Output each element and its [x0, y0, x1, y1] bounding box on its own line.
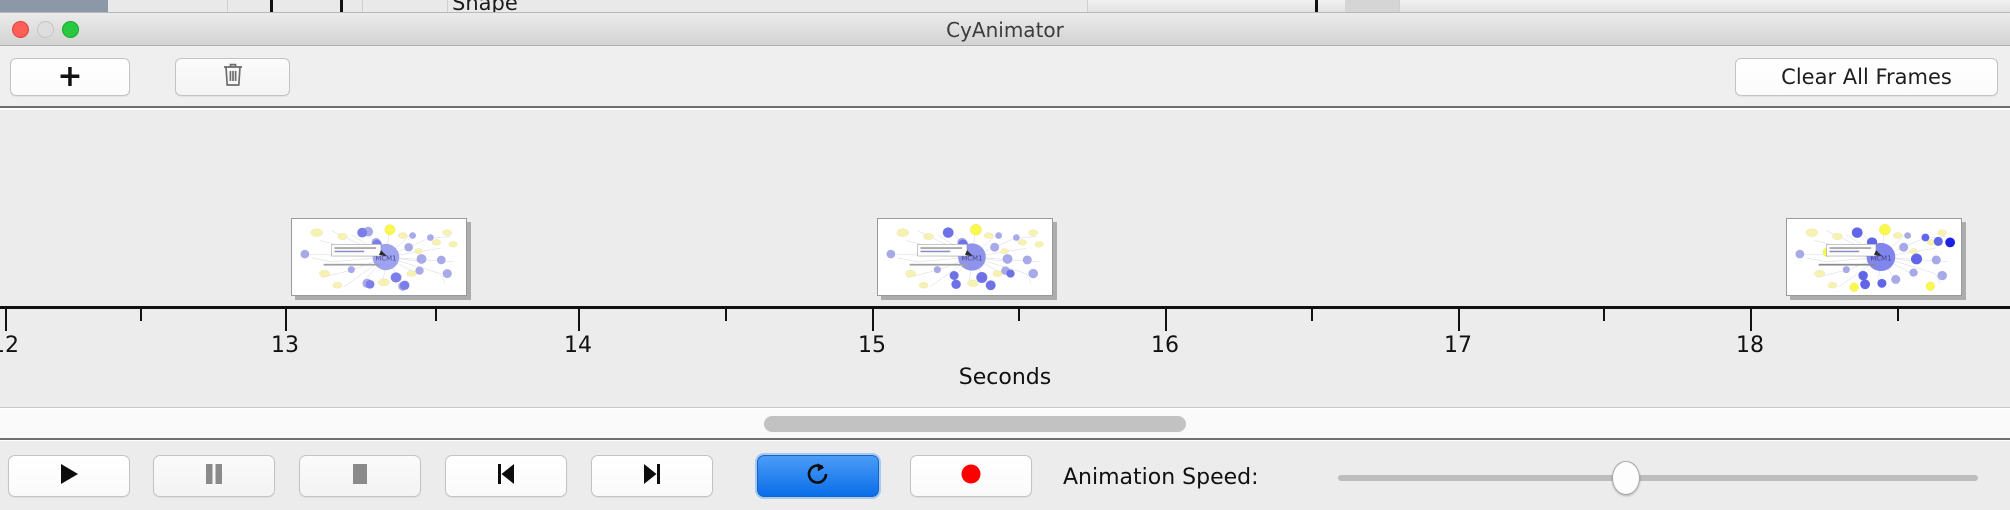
axis-tick	[140, 309, 142, 321]
skip-to-start-icon	[494, 462, 518, 490]
clear-all-frames-label: Clear All Frames	[1781, 65, 1952, 89]
minimize-traffic-light-icon[interactable]	[37, 21, 54, 38]
svg-text:MCM1: MCM1	[961, 254, 982, 262]
axis-tick-label: 17	[1444, 333, 1472, 358]
title-bar: CyAnimator	[0, 13, 2010, 46]
axis-tick	[1750, 309, 1752, 331]
axis-tick	[725, 309, 727, 321]
record-button[interactable]	[910, 455, 1032, 497]
background-window-strip: Shape	[0, 0, 2010, 13]
timeline-frame-thumbnail[interactable]: MCM1	[1786, 218, 1962, 296]
axis-tick	[285, 309, 287, 331]
network-graph-preview: MCM1	[292, 219, 466, 295]
zoom-traffic-light-icon[interactable]	[62, 21, 79, 38]
pause-icon	[203, 462, 225, 490]
slider-track[interactable]	[1338, 475, 1978, 481]
axis-tick	[5, 309, 7, 331]
animation-speed-label: Animation Speed:	[1063, 465, 1259, 490]
delete-frame-button[interactable]	[175, 58, 290, 96]
timeline-frame-thumbnail[interactable]: MCM1	[291, 218, 467, 296]
pause-button[interactable]	[153, 455, 275, 497]
axis-tick	[1897, 309, 1899, 321]
timeline-axis-line	[0, 306, 2010, 309]
timeline-panel[interactable]: MCM1	[0, 110, 2010, 408]
axis-tick-label: 12	[0, 333, 19, 358]
close-traffic-light-icon[interactable]	[12, 21, 29, 38]
svg-text:MCM1: MCM1	[375, 254, 396, 262]
stop-icon	[349, 462, 371, 490]
loop-toggle-button[interactable]	[757, 455, 879, 497]
axis-title: Seconds	[958, 365, 1052, 390]
axis-tick	[1311, 309, 1313, 321]
background-window-title: Shape	[452, 0, 518, 13]
plus-icon: +	[57, 59, 83, 94]
skip-to-end-icon	[640, 462, 664, 490]
window-title: CyAnimator	[946, 18, 1064, 42]
axis-tick-label: 15	[858, 333, 886, 358]
skip-to-start-button[interactable]	[445, 455, 567, 497]
axis-tick	[1018, 309, 1020, 321]
svg-text:MCM1: MCM1	[1870, 254, 1891, 262]
slider-thumb[interactable]	[1612, 461, 1640, 495]
axis-tick	[1165, 309, 1167, 331]
toolbar: + Clear All Frames	[0, 46, 2010, 108]
play-icon	[58, 462, 80, 490]
network-graph-preview: MCM1	[1787, 219, 1961, 295]
axis-tick	[578, 309, 580, 331]
record-icon	[959, 462, 983, 490]
scrollbar-thumb[interactable]	[763, 416, 1186, 432]
axis-tick	[872, 309, 874, 331]
playback-control-bar: Animation Speed:	[0, 441, 2010, 510]
stop-button[interactable]	[299, 455, 421, 497]
network-graph-preview: MCM1	[878, 219, 1052, 295]
skip-to-end-button[interactable]	[591, 455, 713, 497]
axis-tick-label: 16	[1151, 333, 1179, 358]
axis-tick-label: 13	[271, 333, 299, 358]
timeline-track: MCM1	[0, 110, 2010, 407]
axis-tick	[1458, 309, 1460, 331]
timeline-frame-thumbnail[interactable]: MCM1	[877, 218, 1053, 296]
axis-tick	[1603, 309, 1605, 321]
clear-all-frames-button[interactable]: Clear All Frames	[1735, 58, 1998, 96]
animation-speed-slider[interactable]	[1338, 461, 1978, 495]
play-button[interactable]	[8, 455, 130, 497]
axis-tick-label: 14	[564, 333, 592, 358]
traffic-lights	[12, 21, 79, 38]
timeline-scrollbar[interactable]	[0, 409, 2010, 440]
axis-tick	[435, 309, 437, 321]
add-frame-button[interactable]: +	[10, 58, 130, 96]
loop-icon	[806, 461, 830, 491]
trash-icon	[221, 62, 245, 92]
axis-tick-label: 18	[1736, 333, 1764, 358]
